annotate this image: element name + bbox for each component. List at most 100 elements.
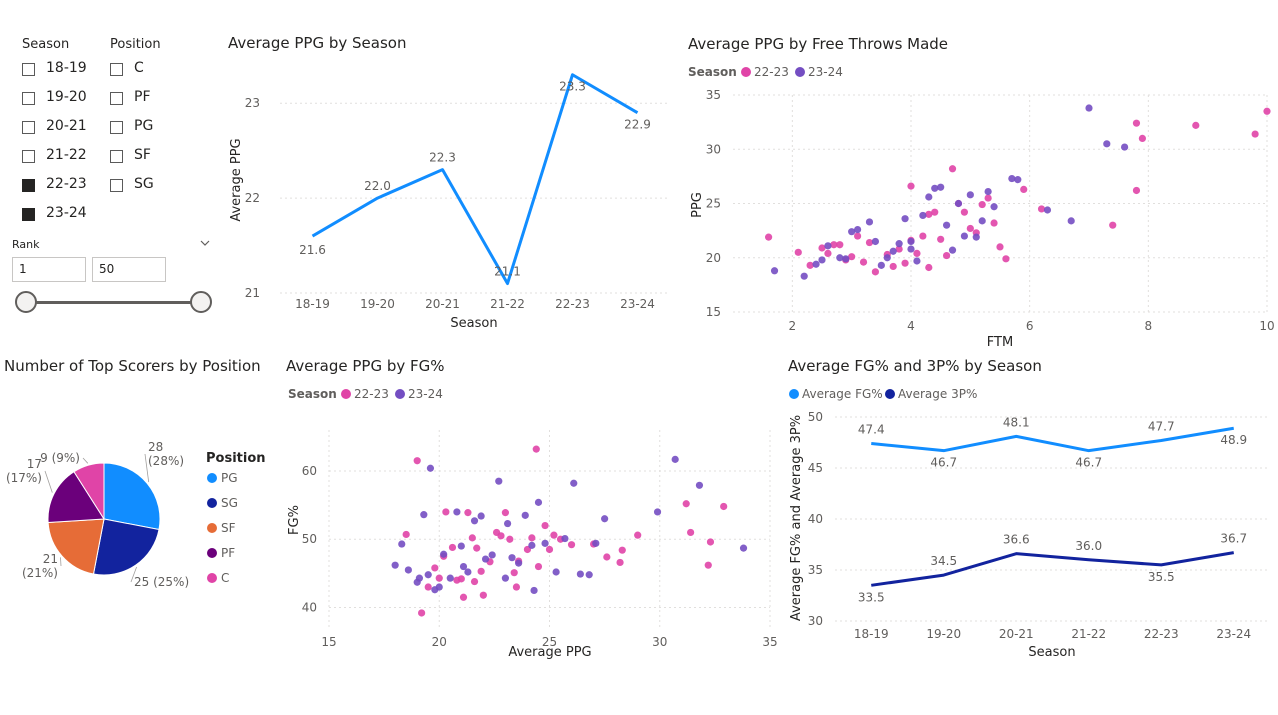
data-point [448, 543, 457, 552]
legend-marker [341, 389, 351, 399]
season-checkbox[interactable] [22, 63, 35, 76]
leader-line [44, 470, 53, 493]
data-point [464, 568, 472, 576]
data-point [477, 567, 485, 575]
rank-slider-max-handle[interactable] [190, 291, 212, 313]
data-point [913, 257, 921, 265]
position-checkbox[interactable] [110, 63, 123, 76]
data-point [984, 187, 992, 196]
y-tick-label: 23 [245, 96, 260, 110]
position-checkbox[interactable] [110, 150, 123, 163]
data-point [418, 609, 426, 617]
data-point [871, 237, 879, 246]
data-point [459, 593, 468, 601]
season-checkbox[interactable] [22, 208, 35, 221]
data-point [871, 268, 879, 276]
data-point [585, 571, 593, 579]
position-checkbox[interactable] [110, 179, 123, 192]
data-point [545, 545, 554, 554]
data-label: 48.9 [1220, 433, 1247, 447]
rank-slicer-title: Rank [12, 238, 40, 251]
data-point [570, 479, 578, 487]
data-point [865, 238, 874, 247]
season-checkbox[interactable] [22, 92, 35, 105]
data-point [532, 445, 540, 453]
data-point [457, 575, 465, 583]
rank-slider-min-handle[interactable] [15, 291, 37, 313]
data-point [479, 591, 487, 599]
data-point [413, 457, 421, 465]
data-point [901, 215, 909, 223]
legend-label: 22-23 [754, 65, 789, 79]
data-point [1085, 104, 1093, 112]
data-point [877, 261, 885, 269]
ppg-by-ftm-chart: Season 22-23 23-24 15 20 25 30 35 2 4 6 8 10 FTM PPG [688, 65, 1275, 350]
data-point [1103, 140, 1111, 148]
data-label: 36.6 [1003, 533, 1030, 547]
data-label: 28 (28%) [148, 440, 184, 468]
data-point [457, 542, 465, 550]
data-point [576, 570, 584, 578]
data-point [488, 551, 496, 559]
data-point [931, 184, 939, 192]
data-point [541, 539, 549, 547]
series-line [871, 551, 1234, 587]
legend-title: Position [206, 451, 266, 466]
data-point [473, 544, 481, 552]
data-label: 36.0 [1075, 539, 1102, 553]
x-tick-label: 15 [321, 635, 336, 649]
legend-label: SF [221, 521, 236, 535]
data-point [960, 208, 968, 216]
legend-label: Average 3P% [898, 387, 977, 401]
data-point [937, 235, 945, 243]
legend-title: Season [288, 387, 337, 401]
legend-label: PG [221, 471, 238, 485]
data-point [653, 508, 662, 516]
data-point [470, 577, 479, 586]
chevron-down-icon[interactable] [199, 238, 211, 248]
data-point [907, 237, 915, 246]
season-checkbox[interactable] [22, 150, 35, 163]
rank-max-input[interactable]: 50 [92, 257, 166, 282]
data-point [435, 583, 443, 591]
legend-label: 23-24 [808, 65, 843, 79]
data-point [1002, 255, 1010, 263]
data-point [481, 555, 490, 563]
x-tick-label: 23-24 [1216, 627, 1251, 641]
season-checkbox[interactable] [22, 121, 35, 134]
rank-slider-track[interactable] [27, 301, 202, 304]
data-point [528, 541, 536, 549]
data-point [510, 569, 518, 577]
position-option-label: SF [134, 147, 151, 163]
data-label: 23.3 [559, 80, 586, 94]
data-point [824, 249, 832, 258]
position-checkbox[interactable] [110, 92, 123, 105]
data-point [424, 571, 432, 579]
ppg-by-fg-chart: Season 22-23 23-24 40 50 60 15 20 25 30 35 Average … [287, 387, 778, 660]
legend-marker [207, 523, 217, 533]
y-tick-label: 15 [706, 305, 721, 319]
data-point [567, 541, 576, 549]
y-tick-label: 30 [808, 614, 823, 628]
data-point [550, 531, 558, 539]
x-tick-label: 4 [907, 319, 915, 333]
data-point [424, 583, 432, 591]
data-label: 47.7 [1148, 419, 1175, 433]
data-label: 21 (21%) [22, 552, 58, 580]
y-tick-label: 45 [808, 461, 823, 475]
data-label: 36.7 [1220, 532, 1247, 546]
position-checkbox[interactable] [110, 121, 123, 134]
position-option-label: PG [134, 118, 154, 134]
fg-3p-by-season-chart: Average FG% Average 3P% 30 35 40 45 50 18-19 19-… [789, 387, 1270, 660]
data-point [508, 554, 516, 562]
y-tick-label: 20 [706, 251, 721, 265]
data-point [907, 245, 915, 253]
rank-slicer: Rank 1 50 [12, 236, 212, 321]
season-option-label: 21-22 [46, 147, 87, 163]
data-point [420, 511, 428, 519]
data-point [848, 228, 856, 236]
rank-min-input[interactable]: 1 [12, 257, 86, 282]
data-point [446, 574, 454, 582]
data-point [931, 208, 939, 216]
season-checkbox[interactable] [22, 179, 35, 192]
